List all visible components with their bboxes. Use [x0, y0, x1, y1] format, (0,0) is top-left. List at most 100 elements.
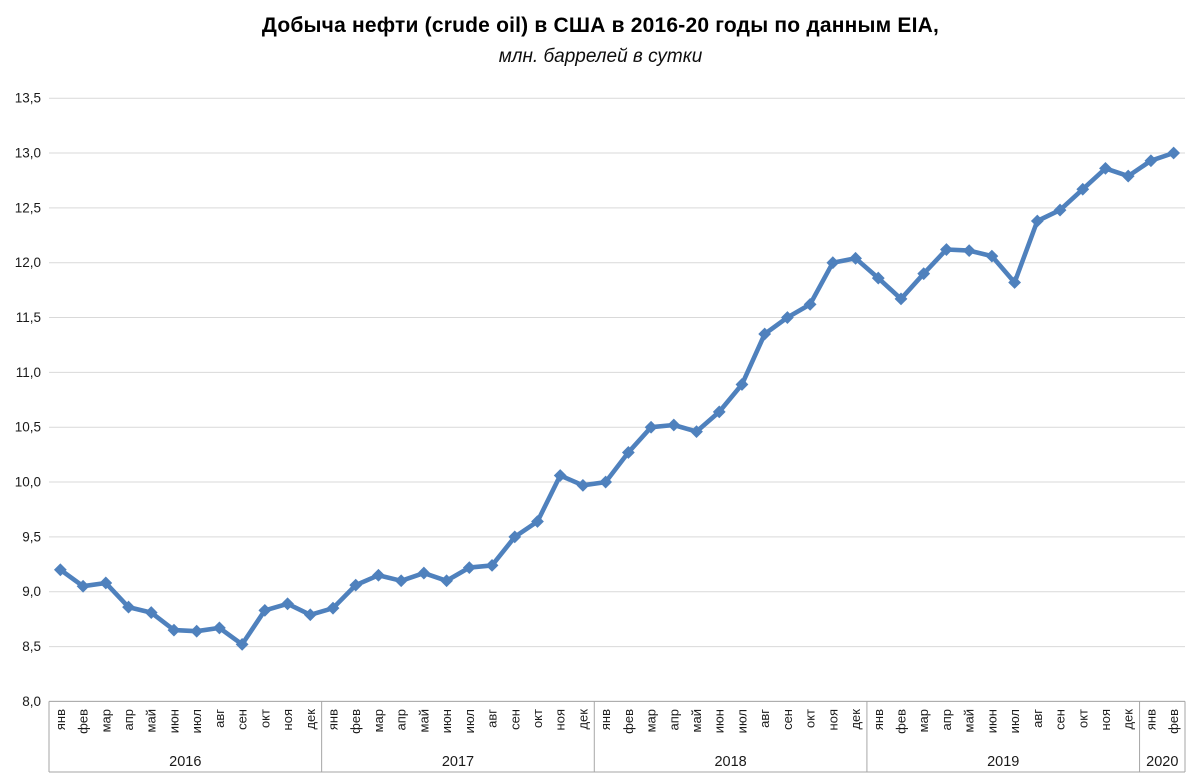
data-point-marker	[213, 621, 226, 635]
data-point-marker	[894, 292, 908, 306]
y-tick-label: 12,0	[15, 255, 41, 270]
data-point-marker	[940, 243, 953, 256]
y-tick-label: 10,0	[15, 475, 41, 490]
data-point-marker	[372, 568, 385, 582]
x-month-label: янв	[871, 709, 886, 730]
x-month-label: июл	[1007, 709, 1022, 733]
x-month-label: мар	[371, 709, 386, 732]
data-point-marker	[644, 420, 658, 434]
x-month-label: май	[962, 709, 977, 732]
x-month-label: июл	[734, 709, 749, 733]
x-month-label: июл	[189, 709, 204, 733]
x-year-label: 2019	[987, 754, 1019, 770]
x-month-label: июн	[984, 709, 999, 733]
x-month-label: июн	[712, 709, 727, 733]
data-point-marker	[76, 579, 90, 593]
data-point-marker	[1076, 182, 1090, 196]
x-month-label: окт	[257, 709, 272, 728]
data-point-marker	[1099, 161, 1112, 175]
data-point-marker	[167, 623, 181, 637]
data-point-marker	[758, 327, 772, 341]
x-month-label: авг	[485, 709, 500, 728]
x-month-label: окт	[803, 709, 818, 728]
data-point-marker	[235, 637, 249, 651]
x-month-label: окт	[530, 709, 545, 728]
data-point-marker	[1121, 169, 1135, 183]
x-month-label: сен	[780, 709, 795, 730]
y-tick-label: 13,0	[15, 146, 41, 161]
data-point-marker	[712, 405, 726, 419]
x-month-label: сен	[1053, 709, 1068, 730]
x-month-label: сен	[235, 709, 250, 730]
x-month-label: мар	[916, 709, 931, 732]
data-point-marker	[281, 597, 294, 611]
data-point-marker	[1144, 154, 1158, 168]
x-month-label: дек	[1121, 709, 1136, 730]
data-point-marker	[394, 574, 408, 588]
y-tick-label: 10,5	[15, 420, 41, 435]
x-month-label: май	[144, 709, 159, 732]
data-point-marker	[690, 425, 703, 439]
x-month-label: ноя	[825, 709, 840, 730]
data-point-marker	[553, 469, 567, 482]
data-point-marker	[1053, 203, 1067, 217]
x-month-label: ноя	[280, 709, 295, 730]
x-month-label: авг	[1030, 709, 1045, 728]
x-month-label: июл	[462, 709, 477, 733]
data-point-marker	[99, 576, 113, 590]
x-year-label: 2018	[714, 754, 746, 770]
data-point-marker	[667, 418, 681, 432]
x-month-label: янв	[53, 709, 68, 730]
data-point-marker	[621, 446, 635, 459]
y-tick-label: 9,5	[22, 529, 41, 544]
data-point-marker	[1008, 276, 1021, 289]
x-month-label: апр	[666, 709, 681, 731]
x-month-label: фев	[348, 709, 363, 734]
x-month-label: ноя	[553, 709, 568, 730]
x-month-label: дек	[575, 709, 590, 730]
data-point-marker	[849, 251, 862, 265]
x-month-label: дек	[303, 709, 318, 730]
x-month-label: мар	[98, 709, 113, 732]
x-month-label: авг	[757, 709, 772, 728]
data-point-marker	[917, 267, 931, 281]
x-year-label: 2020	[1146, 754, 1178, 770]
y-tick-label: 8,0	[22, 694, 41, 709]
y-tick-label: 12,5	[15, 200, 41, 215]
x-month-label: окт	[1075, 709, 1090, 728]
x-month-label: апр	[394, 709, 409, 731]
y-tick-label: 11,0	[16, 365, 41, 380]
data-point-marker	[144, 606, 158, 619]
data-point-marker	[1167, 146, 1181, 160]
chart-title: Добыча нефти (crude oil) в США в 2016-20…	[261, 14, 940, 37]
x-month-label: фев	[76, 709, 91, 734]
data-point-marker	[440, 574, 453, 588]
data-point-marker	[53, 563, 67, 577]
data-point-marker	[258, 603, 272, 617]
data-point-marker	[962, 244, 976, 258]
x-month-label: янв	[598, 709, 613, 730]
x-month-label: фев	[894, 709, 909, 734]
x-month-label: ноя	[1098, 709, 1113, 730]
x-month-label: июн	[166, 709, 181, 733]
x-month-label: май	[689, 709, 704, 732]
data-point-marker	[803, 297, 817, 311]
data-point-marker	[985, 249, 999, 263]
data-point-marker	[190, 624, 204, 638]
data-point-marker	[826, 256, 840, 270]
data-point-marker	[326, 601, 340, 615]
data-point-marker	[735, 378, 749, 391]
data-point-marker	[485, 559, 499, 572]
x-month-label: фев	[1166, 709, 1181, 734]
x-month-label: май	[416, 709, 431, 732]
data-point-marker	[1030, 214, 1044, 228]
x-month-label: июн	[439, 709, 454, 733]
x-month-label: мар	[644, 709, 659, 732]
x-month-label: фев	[621, 709, 636, 734]
x-month-label: янв	[326, 709, 341, 730]
data-point-marker	[508, 530, 522, 544]
data-series-line	[58, 150, 1176, 647]
data-point-marker	[871, 271, 885, 285]
